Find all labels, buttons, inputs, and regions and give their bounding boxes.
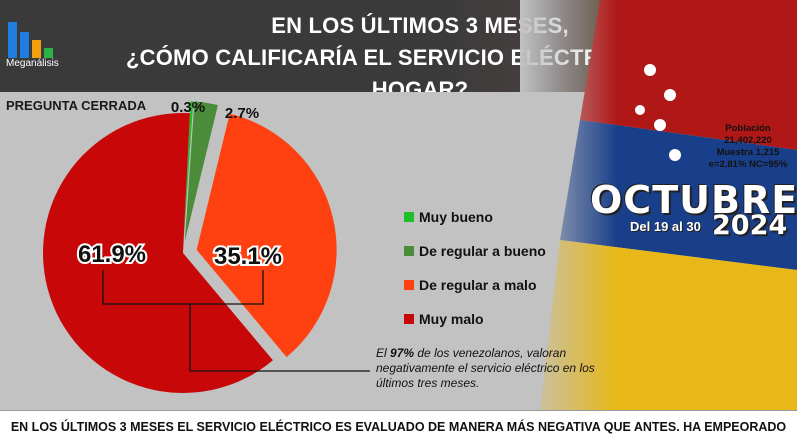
- survey-month: OCTUBRE: [590, 178, 797, 222]
- legend-swatch: [404, 314, 414, 324]
- legend-label: De regular a bueno: [419, 243, 546, 259]
- title-line-1: EN LOS ÚLTIMOS 3 MESES,: [271, 13, 569, 38]
- survey-year: 2024: [712, 210, 788, 241]
- sample-size: Muestra 1,215: [716, 147, 780, 158]
- question-type-label: PREGUNTA CERRADA: [6, 98, 147, 113]
- legend-item: De regular a bueno: [404, 234, 546, 268]
- survey-stats: Población 21,402,220 Muestra 1,215 e=2,8…: [700, 123, 796, 171]
- pie-chart: 0.3% 2.7% 35.1% 61.9%: [42, 99, 370, 393]
- pie-slice-muy-malo: [42, 112, 273, 393]
- note-rest: de los venezolanos, valoran negativament…: [376, 346, 595, 390]
- legend-swatch: [404, 246, 414, 256]
- footer-bar: EN LOS ÚLTIMOS 3 MESES EL SERVICIO ELÉCT…: [0, 410, 797, 443]
- value-label-de-regular-a-malo: 35.1%: [214, 243, 282, 270]
- legend-item: De regular a malo: [404, 268, 546, 302]
- legend-label: Muy bueno: [419, 209, 493, 225]
- survey-dates: Del 19 al 30: [630, 219, 701, 234]
- brand-name: Meganálisis: [6, 58, 59, 69]
- brand-logo-icon: [8, 22, 53, 58]
- legend-swatch: [404, 212, 414, 222]
- population-value: 21,402,220: [724, 135, 772, 146]
- value-label-de-regular-a-bueno: 2.7%: [225, 105, 259, 122]
- leader-lines: [102, 270, 370, 372]
- note-highlight: 97%: [390, 346, 415, 360]
- value-label-muy-bueno: 0.3%: [171, 99, 205, 116]
- venezuela-flag-decoration: [520, 0, 797, 410]
- pie-slice-muy-bueno: [183, 101, 194, 242]
- population-label: Población: [725, 123, 771, 134]
- footer-text: EN LOS ÚLTIMOS 3 MESES EL SERVICIO ELÉCT…: [10, 420, 787, 434]
- legend-item: Muy bueno: [404, 200, 546, 234]
- note-prefix: El: [376, 346, 391, 360]
- legend-label: Muy malo: [419, 311, 484, 327]
- chart-legend: Muy bueno De regular a bueno De regular a …: [404, 200, 546, 336]
- margin-of-error: e=2,81% NC=95%: [708, 159, 788, 170]
- pie-slice-de-regular-a-malo: [196, 113, 337, 358]
- legend-swatch: [404, 280, 414, 290]
- legend-label: De regular a malo: [419, 277, 537, 293]
- legend-item: Muy malo: [404, 302, 546, 336]
- callout-note: El 97% de los venezolanos, valoran negat…: [376, 346, 606, 391]
- pie-slice-de-regular-a-bueno: [184, 101, 218, 242]
- value-label-muy-malo: 61.9%: [78, 241, 146, 268]
